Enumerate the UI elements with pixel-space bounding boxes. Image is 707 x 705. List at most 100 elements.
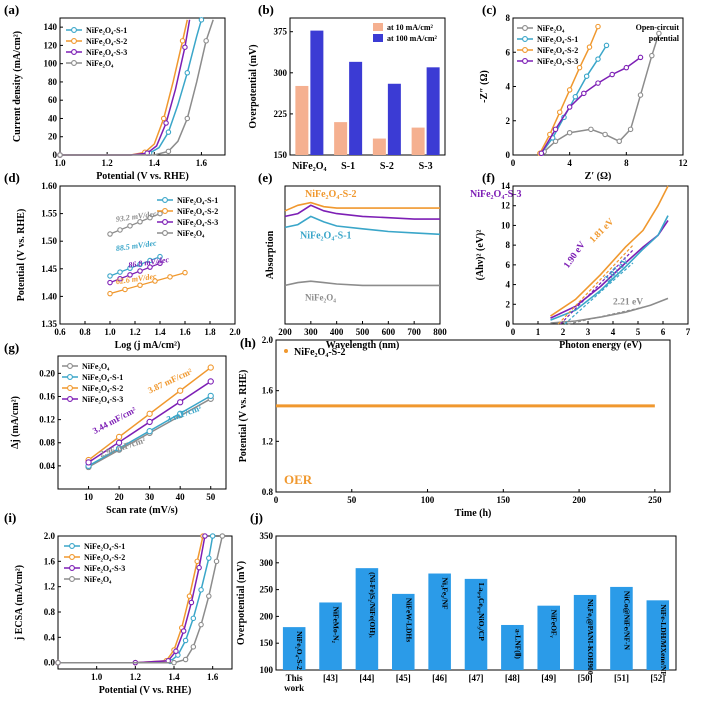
bar <box>355 568 379 670</box>
panel-c: (c) 0 4 8 12 0 2 4 6 8 Z′ (Ω) -Z″ (Ω) NiFe₂O₄ NiFe₂O₄… <box>479 2 688 182</box>
y-tick-label: 150 <box>274 150 288 160</box>
y-tick-label: 300 <box>274 68 288 78</box>
series-label: NiFe₂O₄ <box>305 293 336 303</box>
y-tick-label: 4 <box>506 82 511 92</box>
y-tick-label: 120 <box>44 40 58 50</box>
data-point <box>165 148 172 155</box>
bar <box>295 85 309 155</box>
x-tick-label: 1.6 <box>179 327 191 337</box>
x-tick-label: 600 <box>382 327 396 337</box>
data-point <box>115 445 123 452</box>
x-axis-label: Potential (V vs. RHE) <box>96 171 189 182</box>
data-point <box>179 38 186 44</box>
data-point <box>165 129 172 135</box>
data-point <box>198 587 204 593</box>
y-tick-label: 100 <box>44 59 58 69</box>
y-tick-label: 6 <box>506 47 511 57</box>
data-point <box>207 392 214 400</box>
x-tick-label: 1.0 <box>91 672 103 682</box>
legend-entry: NiFe₂O₄-S-3 <box>177 218 218 227</box>
x-tick-label: 800 <box>433 327 447 337</box>
data-point <box>207 378 214 385</box>
bandgap-label: 2.07 eV <box>603 256 631 284</box>
y-tick-label: 0.8 <box>262 487 274 497</box>
data-point <box>137 268 143 274</box>
y-tick-label: 150 <box>260 638 274 648</box>
x-tick-label: 40 <box>176 492 186 502</box>
data-point <box>206 555 212 561</box>
legend-marker <box>71 49 77 55</box>
legend-entry: NiFe₂O₄-S-1 <box>82 373 123 382</box>
legend-marker <box>522 58 528 64</box>
data-point <box>180 628 187 634</box>
data-point <box>595 80 601 86</box>
legend-entry: NiFe₂O₄-S-1 <box>86 26 127 35</box>
data-point <box>198 17 205 23</box>
legend-marker <box>69 554 75 560</box>
legend-entry: at 100 mA/cm² <box>387 34 438 43</box>
data-point <box>171 659 177 666</box>
x-axis-label: Wavelength (nm) <box>326 340 400 351</box>
bar <box>428 573 451 670</box>
y-tick-label: 140 <box>44 22 58 32</box>
category-label: S-1 <box>341 161 355 172</box>
legend-swatch <box>373 23 383 31</box>
x-tick-label: 50 <box>206 492 216 502</box>
x-tick-label: 2 <box>561 327 566 337</box>
data-point <box>127 265 133 271</box>
data-point <box>182 656 189 663</box>
data-point <box>184 115 191 122</box>
legend-entry: NiFe₂O₄-S-3 <box>82 395 123 404</box>
bar <box>573 594 597 670</box>
fit-label: 3.87 mF/cm² <box>146 366 194 395</box>
data-point <box>588 126 594 133</box>
category-label: S-2 <box>380 161 394 172</box>
x-tick-label: 30 <box>145 492 155 502</box>
x-axis-label: Potential (V vs. RHE) <box>99 685 192 696</box>
legend-marker <box>69 543 75 549</box>
series-line <box>284 204 440 220</box>
x-tick-label: 1.2 <box>129 327 141 337</box>
fit-label: 2.96 mF/cm² <box>98 435 147 459</box>
data-point <box>122 286 128 293</box>
data-point <box>182 637 189 644</box>
data-point <box>184 70 191 76</box>
x-tick-label: 1.6 <box>207 672 219 682</box>
y-tick-label: 0 <box>506 319 511 329</box>
data-point <box>107 231 113 237</box>
bar-name: NiₓFeᵧ@PANI-KOH900 <box>586 599 595 675</box>
panel-h: (h) 0 50 100 150 200 250 0.8 1.2 1.6 2.0 Time (h) Po… <box>238 335 671 519</box>
data-point <box>137 282 143 288</box>
y-tick-label: 80 <box>48 77 58 87</box>
slope-label: 93.2 mV/dec <box>115 209 157 224</box>
legend-marker <box>162 219 168 225</box>
panel-label: (f) <box>482 170 495 185</box>
data-point <box>552 126 559 133</box>
y-tick-label: 6 <box>506 260 511 270</box>
series-line <box>284 215 441 236</box>
legend-entry: NiFe₂O₄ <box>537 24 565 33</box>
bandgap-label: 1.90 eV <box>562 240 588 270</box>
y-tick-label: 1.45 <box>41 264 57 274</box>
legend-entry: NiFe₂O₄-S-1 <box>177 196 218 205</box>
y-axis-label: Potential (V vs. RHE) <box>16 209 27 302</box>
panel-label: (i) <box>4 510 16 525</box>
bar-name: Ni₃Fe₂/NF <box>441 578 450 610</box>
x-tick-label: 50 <box>347 495 357 505</box>
bar <box>319 602 342 670</box>
legend-entry: NiFe₂O₄-S-2 <box>82 384 123 393</box>
data-point <box>173 648 179 655</box>
bar-reference: [44] <box>359 673 374 683</box>
data-point <box>609 71 615 78</box>
data-point <box>572 94 579 100</box>
data-point <box>182 44 188 50</box>
slope-label: 88.5 mV/dec <box>115 238 157 253</box>
data-point <box>552 138 559 145</box>
data-point <box>595 23 601 30</box>
series-label: NiFe₂O₄-S-1 <box>300 230 352 241</box>
data-point <box>186 593 193 599</box>
bandgap-label: 1.81 eV <box>588 217 616 245</box>
bar-reference: [49] <box>541 673 556 683</box>
data-point <box>583 73 590 79</box>
